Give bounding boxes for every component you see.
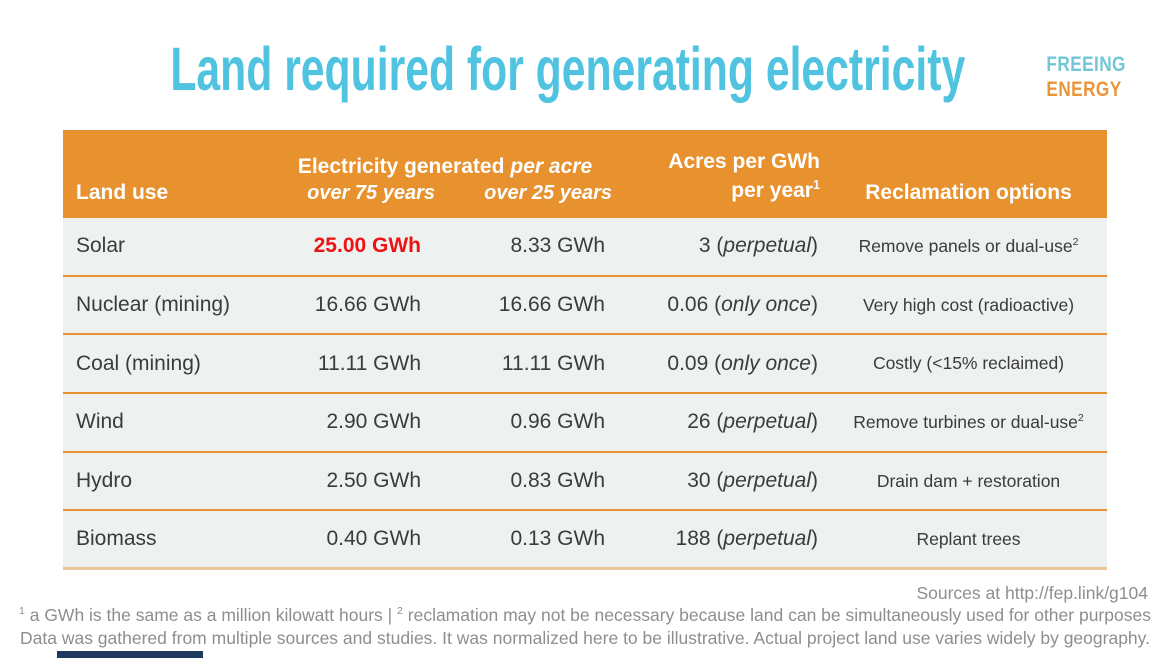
reclamation-cell: Replant trees (916, 528, 1021, 549)
freeing-energy-logo: FREEING ENERGY (1047, 53, 1126, 103)
logo-word-energy: ENERGY (1046, 77, 1122, 101)
gwh-per-acre-75yr-cell: 0.40 GWh (326, 527, 421, 551)
header-group-electricity: Electricity generated per acre over 75 ye… (270, 155, 620, 218)
table-row: Biomass 0.40 GWh 0.13 GWh 188 (perpetual… (63, 511, 1107, 571)
table-header: Land use Electricity generated per acre o… (63, 130, 1107, 218)
acres-per-gwh-cell: 3 (perpetual) (698, 234, 818, 258)
land-use-cell: Hydro (76, 469, 133, 493)
reclamation-cell: Very high cost (radioactive) (862, 294, 1075, 315)
gwh-per-acre-75yr-cell: 2.50 GWh (326, 469, 421, 493)
gwh-per-acre-75yr-cell: 11.11 GWh (317, 351, 421, 375)
acres-per-gwh-cell: 30 (perpetual) (687, 469, 818, 493)
header-cell-reclamation-options: Reclamation options (865, 181, 1072, 204)
gwh-per-acre-25yr-cell: 0.13 GWh (510, 527, 605, 551)
sources-note: Sources at http://fep.link/g104 (916, 583, 1148, 603)
table-row: Coal (mining) 11.11 GWh 11.11 GWh 0.09 (… (63, 335, 1107, 395)
header-electricity-title: Electricity generated per acre (297, 155, 593, 178)
land-use-cell: Coal (mining) (76, 351, 201, 375)
acres-per-gwh-cell: 26 (perpetual) (687, 410, 818, 434)
reclamation-cell: Costly (<15% reclaimed) (872, 353, 1065, 374)
reclamation-cell: Remove turbines or dual-use2 (853, 411, 1084, 432)
table-body: Solar 25.00 GWh 8.33 GWh 3 (perpetual) R… (63, 218, 1107, 571)
land-use-cell: Solar (76, 234, 126, 258)
land-use-cell: Nuclear (mining) (76, 293, 231, 317)
gwh-per-acre-25yr-cell: 16.66 GWh (498, 293, 605, 317)
gwh-per-acre-75yr-cell: 2.90 GWh (326, 410, 421, 434)
footnote-line-1: 1 a GWh is the same as a million kilowat… (19, 605, 1151, 625)
bottom-left-bar (57, 651, 203, 658)
title-area: Land required for generating electricity (0, 34, 1040, 104)
gwh-per-acre-75yr-cell: 25.00 GWh (313, 234, 421, 258)
footnote-line-2: Data was gathered from multiple sources … (20, 628, 1150, 648)
header-cell-acres-per-gwh: Acres per GWh per year1 (668, 150, 820, 202)
logo-word-freeing: FREEING (1046, 53, 1126, 76)
header-cell-over-25-years: over 25 years (484, 182, 612, 204)
gwh-per-acre-25yr-cell: 0.96 GWh (510, 410, 605, 434)
land-use-table: Land use Electricity generated per acre o… (63, 130, 1107, 571)
acres-per-gwh-cell: 0.06 (only once) (667, 293, 818, 317)
land-use-cell: Biomass (76, 527, 157, 551)
table-row: Wind 2.90 GWh 0.96 GWh 26 (perpetual) Re… (63, 394, 1107, 453)
table-row: Nuclear (mining) 16.66 GWh 16.66 GWh 0.0… (63, 276, 1107, 336)
land-use-cell: Wind (76, 410, 124, 434)
reclamation-cell: Remove panels or dual-use2 (858, 235, 1079, 256)
acres-per-gwh-cell: 188 (perpetual) (675, 527, 818, 551)
gwh-per-acre-25yr-cell: 8.33 GWh (510, 234, 605, 258)
header-electricity-sublabels: over 75 years over 25 years (270, 182, 620, 205)
table-row: Hydro 2.50 GWh 0.83 GWh 30 (perpetual) D… (63, 452, 1107, 512)
gwh-per-acre-75yr-cell: 16.66 GWh (314, 293, 421, 317)
header-cell-land-use: Land use (76, 181, 169, 204)
table-row: Solar 25.00 GWh 8.33 GWh 3 (perpetual) R… (63, 218, 1107, 277)
reclamation-cell: Drain dam + restoration (876, 470, 1061, 491)
gwh-per-acre-25yr-cell: 0.83 GWh (510, 469, 605, 493)
header-cell-over-75-years: over 75 years (307, 182, 435, 204)
acres-per-gwh-cell: 0.09 (only once) (667, 351, 818, 375)
gwh-per-acre-25yr-cell: 11.11 GWh (501, 351, 605, 375)
page-title: Land required for generating electricity (170, 35, 966, 103)
